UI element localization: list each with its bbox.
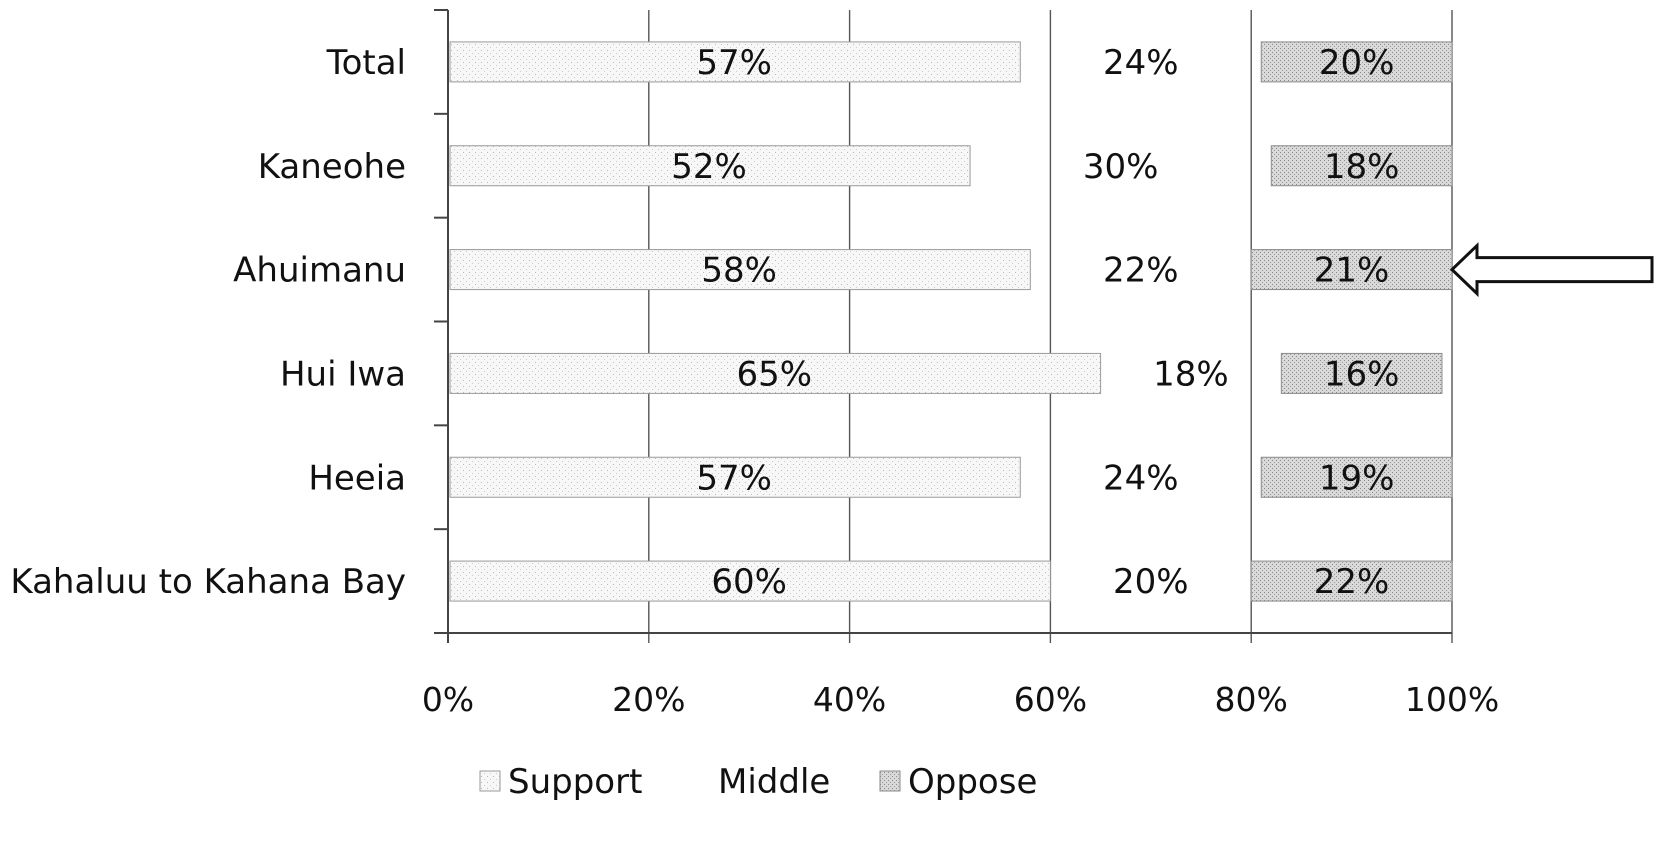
data-label-oppose-kaneohe: 18% [1324,147,1400,187]
legend-label-oppose: Oppose [908,762,1037,802]
data-label-oppose-ahuimanu: 21% [1314,251,1390,291]
annotations [1449,242,1654,298]
data-label-oppose-total: 20% [1319,43,1395,83]
category-label-kaneohe: Kaneohe [258,147,406,187]
bar-support-heeia [449,456,1021,498]
legend-item-middle: Middle [690,762,830,802]
category-label-total: Total [326,43,406,83]
data-label-support-heeia: 57% [696,458,772,498]
bar-support-ahuimanu [449,249,1031,291]
bar-oppose-total [1260,41,1453,83]
bar-oppose-heeia [1260,456,1453,498]
x-tick-label-100: 100% [1405,680,1499,719]
data-label-middle-kahaluu-to-kahana-bay: 20% [1113,562,1189,602]
bar-oppose-kaneohe [1270,145,1453,187]
bar-support-hui-iwa [449,352,1102,394]
legend-swatch-support [479,770,501,792]
data-label-oppose-hui-iwa: 16% [1324,354,1400,394]
bar-oppose-kahaluu-to-kahana-bay [1250,560,1453,602]
data-label-middle-hui-iwa: 18% [1153,354,1229,394]
x-tick-label-20: 20% [612,680,685,719]
gridlines [648,10,1453,643]
category-labels: Total Kaneohe Ahuimanu Hui Iwa Heeia Kahaluu … [10,43,406,602]
data-labels: 57% 24% 20% 52% 30% 18% 58% 22% 21% 65% 18% 16% 57% 2… [671,43,1399,602]
bar-support-kaneohe [449,145,971,187]
data-label-middle-kaneohe: 30% [1083,147,1159,187]
axes [434,9,1452,643]
category-label-heeia: Heeia [308,458,406,498]
category-label-hui-iwa: Hui Iwa [280,354,406,394]
category-label-kahaluu-to-kahana-bay: Kahaluu to Kahana Bay [10,562,406,602]
bar-oppose-hui-iwa [1280,352,1443,394]
legend-swatch-oppose [879,770,901,792]
bars [449,41,1453,602]
legend-item-oppose: Oppose [879,762,1037,802]
legend: Support Middle Oppose [479,762,1037,802]
legend-label-middle: Middle [718,762,830,802]
annotation-arrow-icon [1449,242,1654,298]
data-label-middle-heeia: 24% [1103,458,1179,498]
data-label-support-kaneohe: 52% [671,147,747,187]
data-label-oppose-heeia: 19% [1319,458,1395,498]
data-label-oppose-kahaluu-to-kahana-bay: 22% [1314,562,1390,602]
bar-support-total [449,41,1021,83]
data-label-support-ahuimanu: 58% [701,251,777,291]
data-label-support-kahaluu-to-kahana-bay: 60% [711,562,787,602]
x-tick-label-40: 40% [813,680,886,719]
legend-item-support: Support [479,762,642,802]
data-label-support-total: 57% [696,43,772,83]
data-label-support-hui-iwa: 65% [737,354,813,394]
category-label-ahuimanu: Ahuimanu [233,251,406,291]
legend-label-support: Support [508,762,642,802]
x-tick-label-0: 0% [422,680,474,719]
legend-swatch-middle [690,771,710,791]
x-tick-label-80: 80% [1215,680,1288,719]
bar-support-kahaluu-to-kahana-bay [449,560,1051,602]
data-label-middle-ahuimanu: 22% [1103,251,1179,291]
data-label-middle-total: 24% [1103,43,1179,83]
x-tick-labels: 0% 20% 40% 60% 80% 100% [422,680,1499,719]
x-tick-label-60: 60% [1014,680,1087,719]
bar-oppose-ahuimanu [1250,249,1453,291]
